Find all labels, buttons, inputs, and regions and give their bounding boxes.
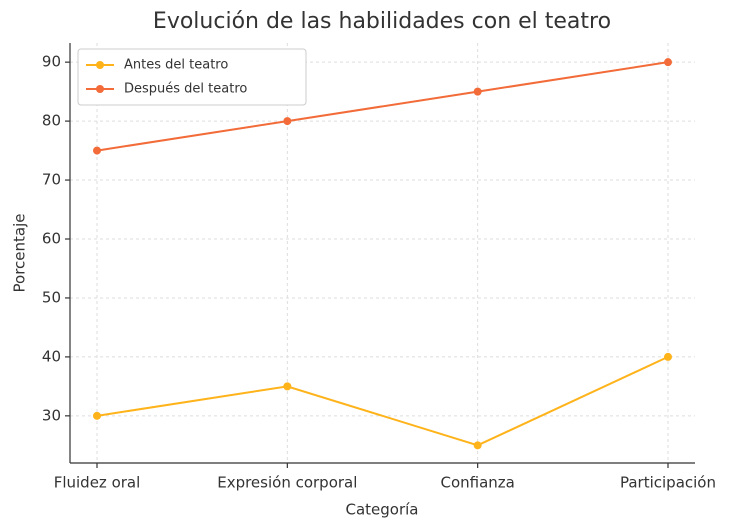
point bbox=[473, 441, 482, 450]
x-tick-label: Fluidez oral bbox=[54, 474, 141, 492]
point bbox=[473, 87, 482, 96]
x-tick-label: Confianza bbox=[440, 474, 514, 492]
point bbox=[93, 411, 101, 420]
x-axis-label: Categoría bbox=[345, 501, 418, 519]
y-tick-label: 70 bbox=[42, 171, 61, 189]
legend-marker bbox=[96, 85, 104, 93]
y-axis-label: Porcentaje bbox=[11, 214, 29, 293]
y-tick-label: 50 bbox=[42, 288, 61, 306]
y-tick-label: 90 bbox=[42, 53, 61, 71]
y-tick-label: 80 bbox=[42, 112, 61, 130]
y-tick-label: 30 bbox=[42, 406, 61, 424]
series-line bbox=[96, 355, 669, 447]
legend-box bbox=[77, 48, 307, 106]
y-tick-label: 40 bbox=[42, 347, 61, 365]
point bbox=[664, 352, 672, 361]
point bbox=[93, 146, 101, 155]
series-line bbox=[96, 61, 669, 152]
x-tick-label: Participación bbox=[620, 474, 716, 492]
y-tick-label: 60 bbox=[42, 230, 61, 248]
chart-title: Evolución de las habilidades con el teat… bbox=[153, 9, 611, 34]
point bbox=[664, 58, 672, 67]
legend-label: Después del teatro bbox=[124, 82, 247, 97]
point bbox=[283, 117, 292, 126]
legend-marker bbox=[96, 61, 104, 69]
legend-label: Antes del teatro bbox=[124, 58, 228, 73]
point bbox=[283, 382, 292, 391]
x-tick-label: Expresión corporal bbox=[217, 474, 357, 492]
